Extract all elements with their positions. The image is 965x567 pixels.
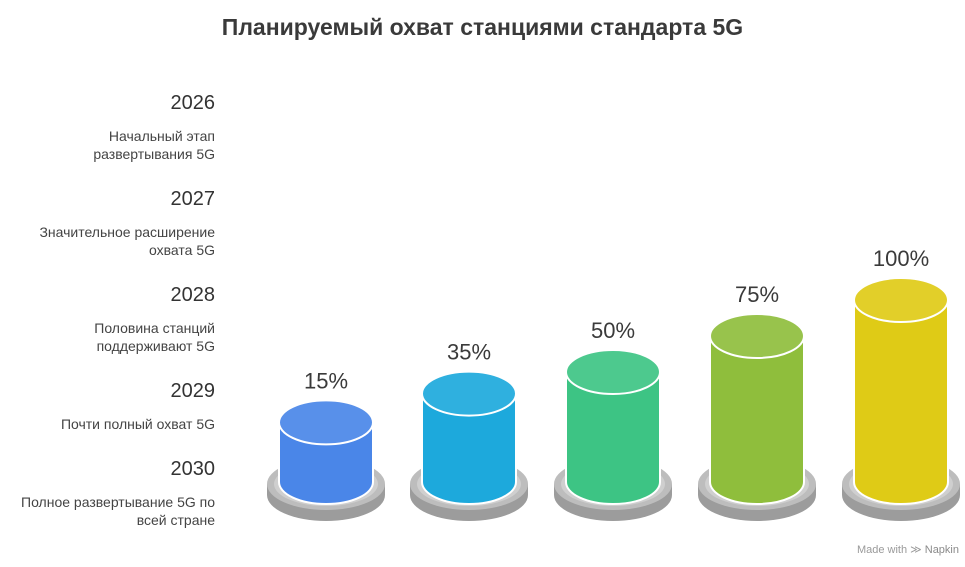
data-label-2030: 100% [873, 246, 929, 271]
data-label-2026: 15% [304, 368, 348, 393]
watermark-brand: Napkin [924, 544, 959, 556]
legend-desc-2030: Полное развертывание 5G по всей стране [21, 494, 215, 528]
bar-body-2026 [278, 421, 374, 505]
bar-body-2029 [709, 335, 805, 505]
bar-top-2027 [421, 370, 517, 417]
legend-year-2030: 2030 [170, 458, 216, 480]
legend-desc-2028: Половина станций поддерживают 5G [94, 320, 215, 354]
legend-year-2028: 2028 [170, 284, 216, 306]
watermark-prefix: Made with [856, 544, 908, 556]
bar-2027: 35% [410, 340, 528, 521]
data-label-2027: 35% [447, 340, 491, 365]
bar-body-2028 [565, 371, 661, 505]
year-legend: 2026 Начальный этап развертывания 5G 202… [0, 0, 215, 567]
bar-top-2026 [278, 399, 374, 446]
bar-top-2028 [565, 349, 661, 395]
data-label-2029: 75% [735, 282, 779, 307]
legend-year-2027: 2027 [170, 188, 216, 210]
bar-body-2027 [421, 392, 517, 505]
napkin-logo-icon: ≫ [910, 544, 922, 556]
bar-2030: 100% [842, 246, 960, 521]
bar-top-2029 [709, 313, 805, 359]
bar-2026: 15% [267, 368, 385, 521]
legend-year-2029: 2029 [170, 380, 216, 402]
data-label-2028: 50% [591, 318, 635, 343]
bar-body-2030 [853, 299, 949, 505]
bar-2028: 50% [554, 318, 672, 521]
bar-2029: 75% [698, 282, 816, 521]
legend-desc-2027: Значительное расширение охвата 5G [39, 224, 215, 258]
chart-title: Планируемый охват станциями стандарта 5G [221, 14, 744, 40]
bar-top-2030 [853, 277, 949, 323]
napkin-watermark: Made with ≫ Napkin [857, 543, 959, 556]
legend-desc-2029: Почти полный охват 5G [60, 416, 215, 432]
legend-desc-2026: Начальный этап развертывания 5G [93, 128, 215, 162]
legend-year-2026: 2026 [170, 92, 216, 114]
